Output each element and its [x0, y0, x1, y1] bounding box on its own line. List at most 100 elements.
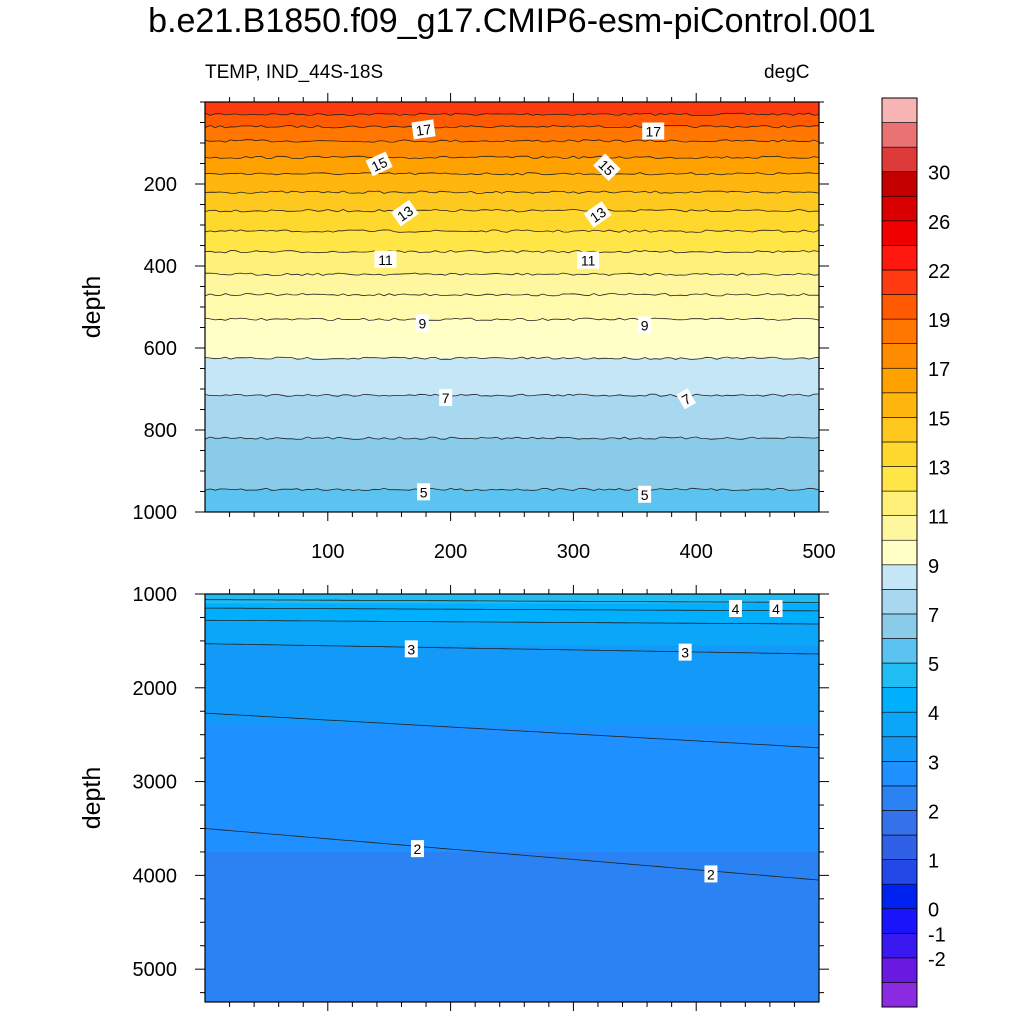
colorbar-label: 1 — [928, 851, 939, 873]
contour-label-text: 17 — [645, 124, 661, 140]
contour-label-text: 9 — [641, 317, 649, 333]
contour-label-box — [415, 314, 429, 332]
colorbar-box — [881, 810, 918, 836]
colorbar-box — [881, 908, 918, 934]
x-tick-label: 400 — [680, 541, 713, 563]
colorbar-box — [881, 834, 918, 860]
colorbar-box — [881, 564, 918, 590]
temperature-band — [205, 851, 819, 1002]
temperature-band — [205, 231, 819, 253]
y-tick-label: 600 — [144, 338, 177, 360]
colorbar-label: 13 — [928, 458, 950, 480]
contour-label: 5 — [638, 485, 652, 503]
x-tick-label: 500 — [802, 541, 835, 563]
colorbar-box — [881, 417, 918, 443]
colorbar-box — [881, 318, 918, 344]
temperature-band — [205, 395, 819, 440]
lower-panel: 4 4 3 3 2 2 1000 2000 3000 4000 5000 depth — [78, 584, 829, 1011]
contour-label-text: 4 — [772, 601, 780, 617]
colorbar-box — [881, 761, 918, 787]
contour-line — [205, 487, 819, 492]
contour-label-box — [411, 119, 436, 140]
contour-line — [205, 190, 819, 194]
contour-label: 3 — [404, 640, 418, 658]
colorbar-box — [881, 269, 918, 295]
colorbar-box — [881, 195, 918, 222]
temperature-band — [205, 126, 819, 142]
colorbar-label: 17 — [928, 359, 950, 381]
contour-line — [205, 619, 819, 625]
colorbar-label: 30 — [928, 163, 950, 185]
y-tick-label: 800 — [144, 420, 177, 442]
x-tick-label: 100 — [311, 541, 344, 563]
contour-line — [205, 229, 819, 233]
temperature-band — [205, 274, 819, 296]
contour-line — [205, 139, 819, 143]
contour-line — [205, 643, 819, 655]
colorbar-box — [881, 490, 918, 516]
contour-line — [205, 712, 819, 749]
colorbar-box — [881, 343, 918, 369]
colorbar-box — [881, 122, 918, 148]
colorbar-label: 15 — [928, 408, 950, 430]
contour-label-text: 17 — [415, 121, 433, 139]
colorbar-box — [881, 171, 918, 197]
contour-label: 9 — [415, 314, 429, 332]
colorbar-box — [881, 515, 918, 541]
colorbar-label: 4 — [928, 703, 939, 725]
colorbar-label: 5 — [928, 654, 939, 676]
contour-label-text: 3 — [407, 641, 415, 657]
y-tick-label: 1000 — [133, 584, 178, 606]
contour-line — [205, 317, 819, 321]
contour-label-box — [728, 600, 742, 618]
colorbar-label: 26 — [928, 212, 950, 234]
contour-label: 17 — [642, 122, 665, 140]
colorbar-box — [881, 883, 918, 910]
temperature-band — [205, 140, 819, 159]
temperature-band — [205, 251, 819, 276]
contour-line — [205, 155, 819, 160]
contour-label-text: 9 — [418, 315, 426, 331]
contour-label-box — [583, 201, 612, 228]
y-tick-label: 3000 — [133, 772, 178, 794]
temperature-band — [205, 319, 819, 360]
contour-label: 13 — [390, 199, 419, 227]
contour-label: 11 — [374, 250, 397, 268]
contour-label-text: 15 — [369, 154, 390, 175]
colorbar-box — [881, 662, 918, 688]
colorbar-frame — [881, 97, 918, 1008]
contour-label-box — [678, 643, 692, 661]
y-axis-label: depth — [78, 767, 106, 830]
contour-line — [205, 208, 819, 213]
y-tick-label: 2000 — [133, 678, 178, 700]
contour-label: 15 — [593, 153, 621, 182]
temperature-band — [205, 294, 819, 321]
colorbar-box — [881, 687, 918, 713]
y-tick-label: 200 — [144, 174, 177, 196]
upper-field — [205, 102, 819, 512]
contour-label: 4 — [769, 600, 783, 618]
contour-line — [205, 112, 819, 116]
colorbar-box — [881, 589, 918, 615]
y-tick-label: 400 — [144, 256, 177, 278]
contour-label: 5 — [417, 483, 431, 501]
temperature-band — [205, 157, 819, 175]
temperature-band — [205, 192, 819, 212]
contour-label-box — [704, 865, 718, 883]
contour-label-text: 3 — [681, 645, 689, 661]
colorbar-box — [881, 859, 918, 885]
temperature-band — [205, 102, 819, 116]
colorbar-box — [881, 638, 918, 664]
colorbar-box — [881, 146, 918, 173]
temperature-band — [205, 358, 819, 397]
contour-label: 4 — [728, 600, 742, 618]
contour-label: 2 — [410, 840, 424, 858]
y-tick-label: 5000 — [133, 959, 178, 981]
contour-label: 7 — [439, 389, 453, 407]
colorbar-box — [881, 220, 918, 246]
temperature-band — [205, 489, 819, 512]
temperature-band — [205, 114, 819, 128]
contour-line — [205, 436, 819, 440]
colorbar-box — [881, 367, 918, 394]
